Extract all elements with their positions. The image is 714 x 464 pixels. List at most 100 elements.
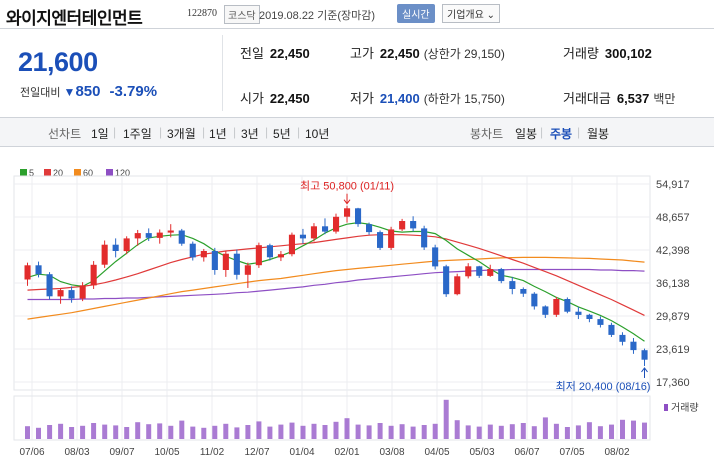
amount-label: 거래대금 [563, 91, 611, 106]
candle-body [211, 251, 218, 270]
candle-body [90, 264, 97, 286]
candle-body [465, 266, 472, 277]
amount-value: 6,537 [616, 91, 650, 106]
candle-body [388, 229, 395, 248]
volume-bar [278, 424, 284, 439]
range-10y[interactable]: 10년 [305, 127, 330, 141]
candle-body [575, 311, 582, 315]
candle-body [299, 234, 306, 239]
candle-body [630, 341, 637, 351]
candle-body [520, 289, 527, 294]
separator: | [540, 125, 544, 139]
candle-body [255, 245, 262, 266]
candle-daily[interactable]: 일봉 [515, 127, 538, 141]
volume-bar [322, 425, 328, 439]
range-1y[interactable]: 1년 [209, 127, 227, 141]
stock-name: 와이지엔터테인먼트 [6, 9, 143, 28]
candle-monthly[interactable]: 월봉 [587, 127, 610, 141]
candle-body [509, 281, 516, 289]
candle-body [322, 226, 329, 232]
candle-body [410, 221, 417, 229]
volume-legend-label: 거래량 [671, 402, 699, 414]
volume-bar [399, 424, 405, 439]
volume-bar [113, 425, 119, 439]
candle-body [46, 274, 53, 297]
open-label: 시가 [240, 91, 264, 106]
range-1d[interactable]: 1일 [91, 127, 109, 141]
volume-bar [344, 418, 350, 439]
candle-body [487, 269, 494, 276]
y-tick-label: 17,360 [656, 377, 690, 389]
y-tick-label: 54,917 [656, 179, 690, 191]
quote-panel: 21,600 전일대비 ▼850 -3.79% 전일 22,450 고가 22,45… [0, 29, 714, 118]
candle-body [79, 285, 86, 299]
candle-body [432, 247, 439, 267]
change-percent: -3.79% [109, 83, 158, 100]
volume-bar [135, 422, 141, 439]
line-chart-label[interactable]: 선차트 [48, 127, 82, 141]
candle-weekly[interactable]: 주봉 [550, 127, 573, 141]
candle-body [310, 226, 317, 239]
x-tick-label: 04/05 [424, 447, 449, 458]
candle-body [134, 233, 141, 239]
low: 저가 21,400 (하한가 15,750) [350, 88, 505, 107]
volume-bar [454, 420, 460, 439]
legend-swatch [20, 169, 27, 176]
separator: | [113, 125, 117, 139]
candle-body [233, 253, 240, 275]
volume-bar [201, 427, 207, 439]
stock-header: 와이지엔터테인먼트 122870 코스닥 2019.08.22 기준(장마감) … [0, 0, 714, 29]
candle-body [542, 306, 549, 315]
candle-body [156, 232, 163, 238]
lower-limit: (하한가 15,750) [423, 92, 505, 106]
candle-body [57, 290, 64, 297]
high-label: 고가 [350, 46, 374, 61]
candle-body [641, 350, 648, 360]
volume-bar [179, 420, 185, 439]
range-1w[interactable]: 1주일 [123, 127, 152, 141]
low-arrow-head [641, 367, 648, 373]
y-tick-label: 48,657 [656, 212, 690, 224]
candle-body [366, 224, 373, 233]
range-5y[interactable]: 5년 [273, 127, 291, 141]
candle-body [597, 319, 604, 325]
separator: | [265, 125, 269, 139]
volume-bar [377, 423, 383, 439]
y-tick-label: 36,138 [656, 278, 690, 290]
volume-value: 300,102 [604, 46, 652, 61]
candle-body [101, 244, 108, 265]
prev-close: 전일 22,450 [240, 43, 310, 62]
candle-chart-label[interactable]: 봉차트 [470, 127, 504, 141]
range-3m[interactable]: 3개월 [167, 127, 196, 141]
low-label: 저가 [350, 91, 374, 106]
candle-body [189, 243, 196, 258]
legend-swatch [106, 169, 113, 176]
legend-ma5-label: 5 [29, 168, 35, 178]
company-overview-button[interactable]: 기업개요 ⌄ [442, 4, 500, 23]
candle-body [608, 324, 615, 335]
volume-bar [586, 422, 592, 439]
volume-bar [366, 425, 372, 439]
open: 시가 22,450 [240, 88, 310, 107]
volume-bar [69, 427, 75, 439]
volume-bar [300, 425, 306, 439]
volume-bar [168, 425, 174, 439]
volume-bar [102, 424, 108, 439]
realtime-button[interactable]: 실시간 [397, 4, 435, 23]
volume-bar [311, 423, 317, 439]
volume-bar [410, 426, 416, 439]
upper-limit: (상한가 29,150) [423, 47, 505, 61]
candle-body [35, 265, 42, 275]
candle-body [454, 276, 461, 295]
change-amount: 850 [75, 83, 101, 100]
candle-body [377, 232, 384, 248]
candle-body [68, 290, 75, 299]
range-3y[interactable]: 3년 [241, 127, 259, 141]
candle-body [123, 238, 130, 252]
volume-bar [609, 424, 614, 439]
chart-toolbar: 선차트 1일 | 1주일 | 3개월 | 1년 | 3년 | 5년 | 10년 … [0, 118, 714, 147]
volume-bar [333, 421, 339, 439]
high-arrow-head [343, 199, 351, 205]
candle-body [476, 266, 483, 276]
